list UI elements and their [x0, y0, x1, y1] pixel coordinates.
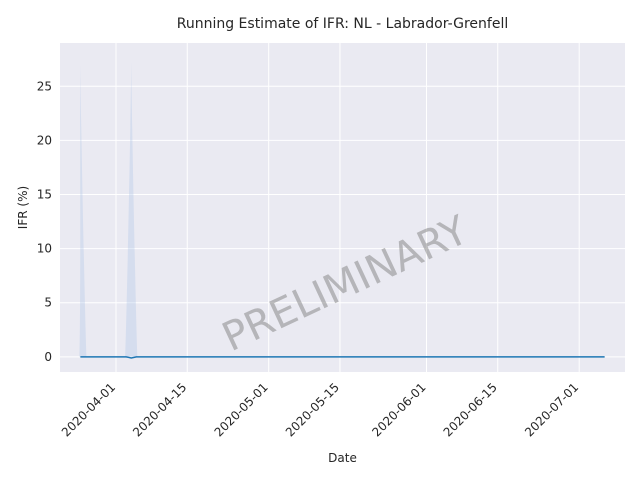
y-tick-label: 20	[37, 133, 52, 147]
x-tick-label: 2020-06-15	[441, 380, 500, 439]
confidence-band-layer	[79, 61, 138, 357]
y-tick-label: 10	[37, 242, 52, 256]
x-tick-label: 2020-05-01	[212, 380, 271, 439]
series-line-layer	[80, 356, 605, 359]
x-tick-label: 2020-06-01	[369, 380, 428, 439]
grid-layer	[60, 43, 625, 372]
x-axis-label: Date	[328, 451, 357, 465]
y-tick-label: 15	[37, 188, 52, 202]
x-tick-label: 2020-07-01	[522, 380, 581, 439]
confidence-band-spike	[125, 61, 138, 357]
y-tick-label: 0	[44, 350, 52, 364]
y-tick-label: 25	[37, 79, 52, 93]
y-tick-label: 5	[44, 296, 52, 310]
x-tick-label: 2020-04-15	[130, 380, 189, 439]
x-tick-label: 2020-05-15	[283, 380, 342, 439]
plot-background	[60, 43, 625, 372]
series-line	[80, 356, 605, 359]
chart-title: Running Estimate of IFR: NL - Labrador-G…	[177, 16, 509, 32]
confidence-band-spike	[79, 64, 87, 357]
y-axis-label: IFR (%)	[16, 186, 30, 229]
x-tick-label: 2020-04-01	[59, 380, 118, 439]
